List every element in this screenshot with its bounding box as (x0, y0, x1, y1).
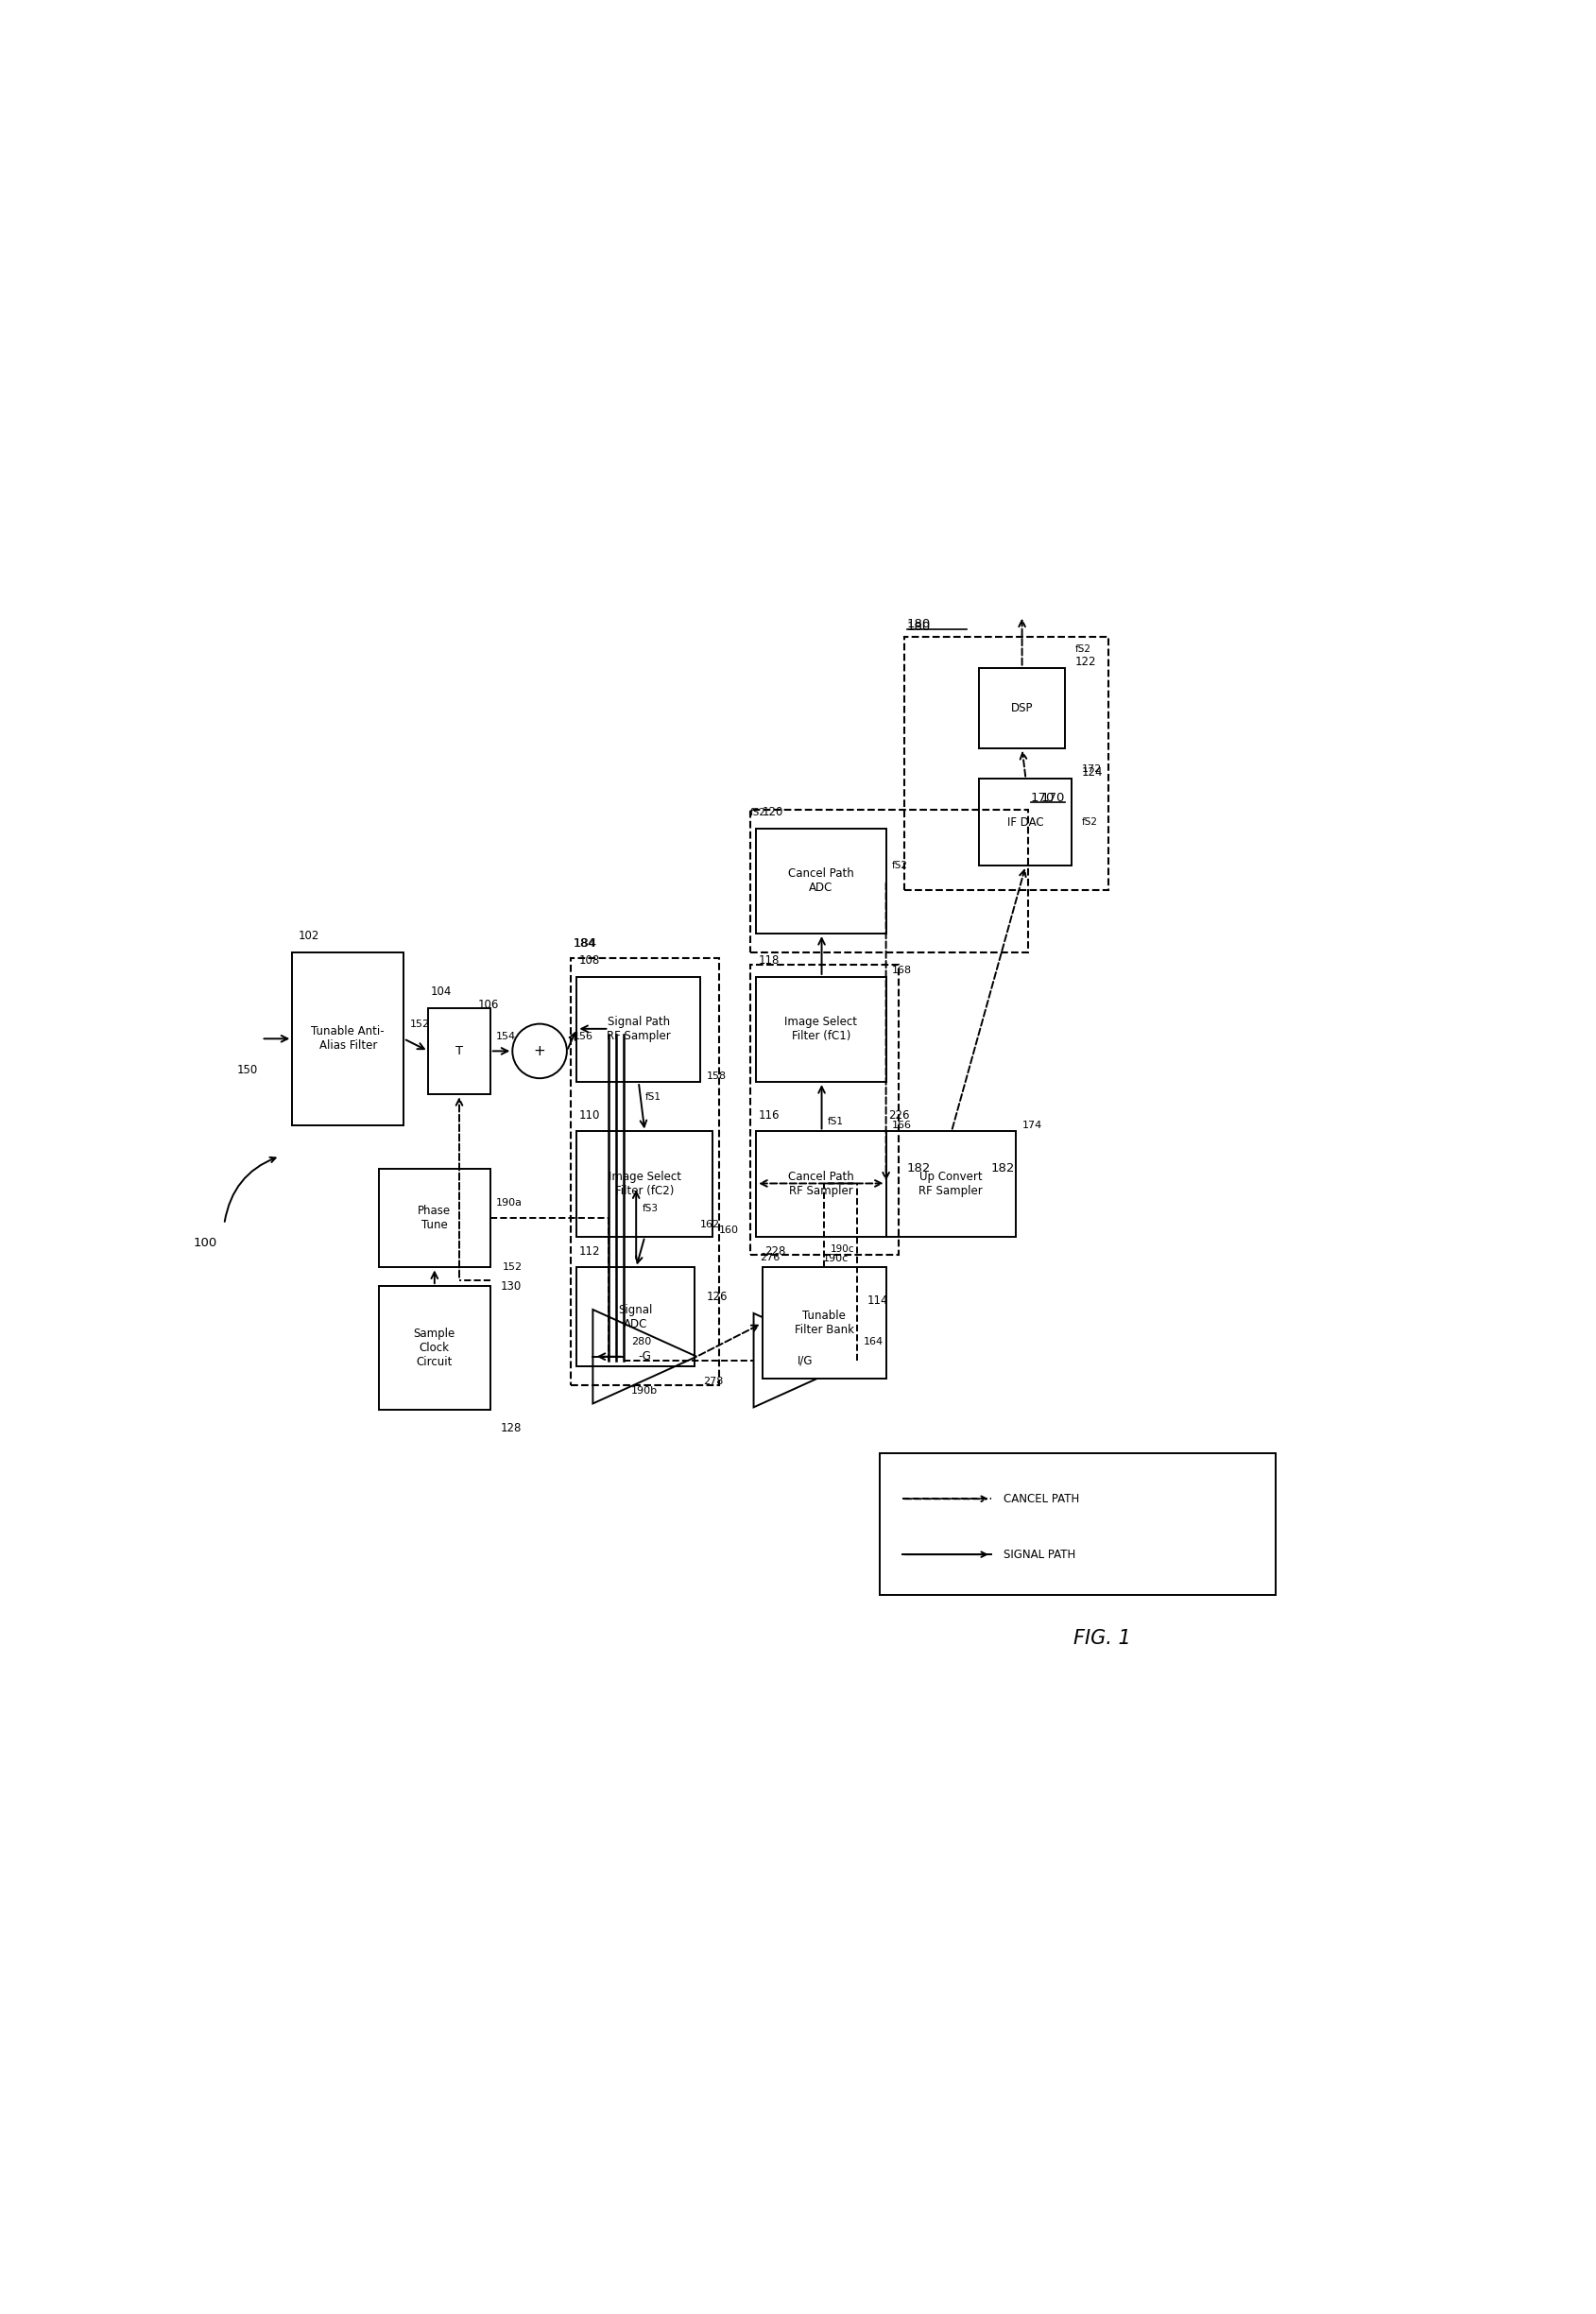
Text: 166: 166 (892, 1120, 911, 1129)
FancyBboxPatch shape (978, 669, 1066, 747)
Text: Up Convert
RF Sampler: Up Convert RF Sampler (919, 1171, 983, 1196)
Text: 106: 106 (477, 1000, 500, 1011)
FancyBboxPatch shape (757, 977, 886, 1083)
Text: +: + (533, 1044, 546, 1057)
FancyBboxPatch shape (378, 1169, 490, 1268)
FancyBboxPatch shape (428, 1009, 490, 1095)
Text: 164: 164 (863, 1337, 884, 1347)
Text: 156: 156 (573, 1032, 592, 1041)
Text: 190b: 190b (630, 1386, 658, 1395)
Text: 116: 116 (758, 1108, 780, 1122)
Text: 184: 184 (573, 937, 595, 949)
Text: 130: 130 (500, 1280, 520, 1291)
Text: 280: 280 (630, 1337, 651, 1347)
Text: IF DAC: IF DAC (1007, 817, 1044, 828)
FancyBboxPatch shape (576, 1268, 694, 1368)
Text: Tunable
Filter Bank: Tunable Filter Bank (795, 1310, 854, 1337)
Text: Signal Path
RF Sampler: Signal Path RF Sampler (606, 1016, 670, 1044)
Text: SIGNAL PATH: SIGNAL PATH (1004, 1548, 1076, 1560)
Text: 276: 276 (760, 1252, 780, 1263)
Text: 150: 150 (236, 1064, 257, 1076)
Text: CANCEL PATH: CANCEL PATH (1004, 1493, 1079, 1504)
Text: 128: 128 (500, 1423, 522, 1435)
Text: fS3: fS3 (642, 1203, 659, 1213)
Text: 168: 168 (892, 965, 913, 977)
Text: 108: 108 (579, 956, 600, 967)
Text: 278: 278 (702, 1377, 723, 1386)
Text: DSP: DSP (1010, 701, 1033, 715)
FancyBboxPatch shape (757, 828, 886, 933)
FancyBboxPatch shape (292, 951, 404, 1125)
Text: 112: 112 (579, 1245, 600, 1257)
Text: 184: 184 (573, 937, 597, 949)
Text: 102: 102 (298, 930, 319, 942)
Text: fS1: fS1 (828, 1118, 844, 1127)
FancyBboxPatch shape (576, 1132, 713, 1236)
Text: fS2: fS2 (750, 808, 766, 817)
Text: 172: 172 (1082, 764, 1101, 773)
FancyBboxPatch shape (378, 1287, 490, 1409)
Text: Phase
Tune: Phase Tune (418, 1206, 452, 1231)
Text: 180: 180 (907, 620, 930, 634)
Text: 226: 226 (889, 1108, 910, 1122)
Text: Signal
ADC: Signal ADC (618, 1303, 653, 1331)
Text: 160: 160 (718, 1226, 739, 1236)
Text: FIG. 1: FIG. 1 (1074, 1629, 1132, 1648)
Text: 118: 118 (758, 956, 780, 967)
FancyBboxPatch shape (576, 977, 701, 1083)
Text: 162: 162 (701, 1219, 720, 1229)
Text: Sample
Clock
Circuit: Sample Clock Circuit (413, 1328, 455, 1368)
Text: -G: -G (638, 1351, 651, 1363)
Text: 182: 182 (991, 1162, 1015, 1176)
Text: fS2: fS2 (1076, 643, 1092, 655)
Text: 170: 170 (1041, 791, 1065, 803)
Text: 124: 124 (1082, 766, 1103, 780)
Text: 228: 228 (764, 1245, 785, 1257)
FancyBboxPatch shape (886, 1132, 1015, 1236)
Text: 190c: 190c (830, 1245, 854, 1254)
Text: 120: 120 (763, 805, 784, 819)
FancyBboxPatch shape (757, 1132, 886, 1236)
Text: 126: 126 (707, 1291, 728, 1303)
Text: 174: 174 (1021, 1120, 1042, 1129)
Text: 180: 180 (907, 618, 930, 629)
Text: 152: 152 (410, 1018, 429, 1030)
Text: Image Select
Filter (fC1): Image Select Filter (fC1) (785, 1016, 857, 1044)
Text: fS2: fS2 (1082, 817, 1098, 826)
Text: fS2: fS2 (892, 861, 908, 870)
Text: fS1: fS1 (645, 1092, 661, 1101)
Text: 190a: 190a (496, 1199, 523, 1208)
Text: 158: 158 (707, 1071, 726, 1081)
Text: I/G: I/G (798, 1354, 814, 1368)
Text: Tunable Anti-
Alias Filter: Tunable Anti- Alias Filter (311, 1025, 385, 1053)
Text: 104: 104 (431, 986, 452, 997)
Text: T: T (455, 1046, 463, 1057)
Text: 182: 182 (907, 1162, 930, 1176)
FancyBboxPatch shape (978, 780, 1071, 865)
Text: 110: 110 (579, 1108, 600, 1122)
Text: 114: 114 (868, 1296, 889, 1307)
Text: 152: 152 (503, 1263, 522, 1273)
Text: Image Select
Filter (fC2): Image Select Filter (fC2) (608, 1171, 681, 1196)
Text: 154: 154 (496, 1032, 517, 1041)
Text: 100: 100 (193, 1236, 217, 1250)
Text: 122: 122 (1076, 655, 1096, 669)
Text: 190c: 190c (824, 1254, 849, 1263)
FancyBboxPatch shape (879, 1453, 1275, 1594)
FancyBboxPatch shape (763, 1268, 886, 1379)
Text: Cancel Path
ADC: Cancel Path ADC (788, 868, 854, 893)
Text: 170: 170 (1031, 791, 1055, 803)
Text: Cancel Path
RF Sampler: Cancel Path RF Sampler (788, 1171, 854, 1196)
